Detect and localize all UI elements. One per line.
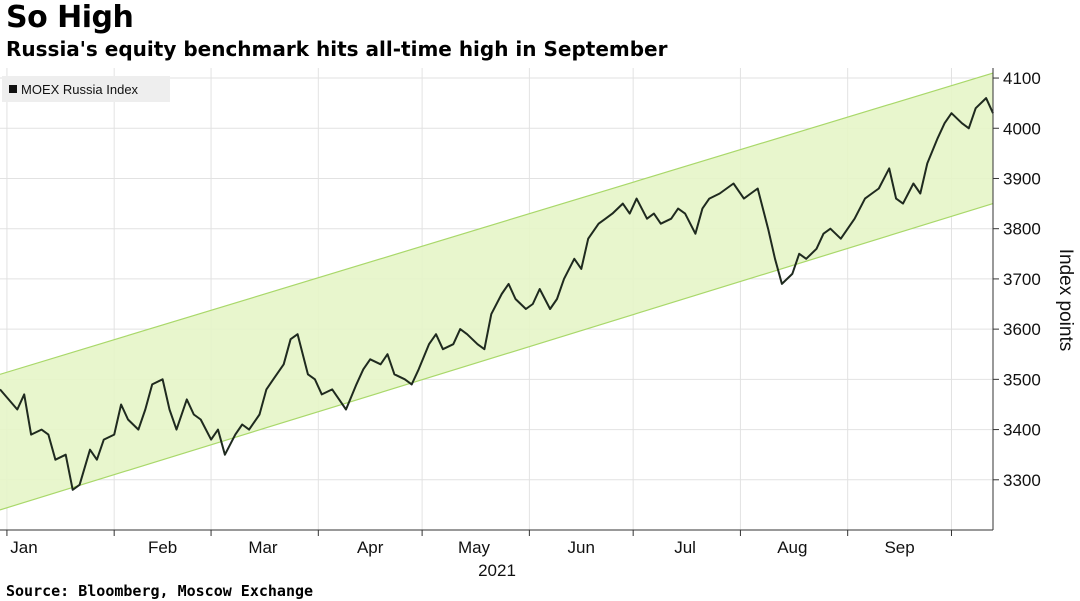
series-layer (0, 97, 994, 491)
y-tick-label: 3800 (1003, 220, 1041, 239)
x-tick-label: Mar (248, 538, 278, 557)
x-tick-label: Aug (777, 538, 807, 557)
legend: MOEX Russia Index (2, 76, 170, 102)
y-tick-label: 3500 (1003, 370, 1041, 389)
channel-upper-edge (0, 72, 994, 375)
series-line-moex (0, 97, 994, 491)
y-axis-title: Index points (1055, 249, 1076, 351)
legend-swatch (9, 85, 17, 93)
y-tick-label: 3700 (1003, 270, 1041, 289)
x-axis-year-label: 2021 (478, 561, 516, 580)
y-tick-label: 4000 (1003, 119, 1041, 138)
chart-subtitle: Russia's equity benchmark hits all-time … (6, 37, 668, 61)
x-tick-label: Jan (10, 538, 37, 557)
x-tick-label: Sep (884, 538, 914, 557)
legend-background (2, 76, 170, 102)
chart-title: So High (6, 0, 134, 35)
y-tick-label: 3400 (1003, 421, 1041, 440)
channel-band (0, 73, 993, 510)
y-tick-label: 3900 (1003, 169, 1041, 188)
y-tick-label: 3600 (1003, 320, 1041, 339)
axes: 3300 3400 3500 3600 3700 3800 3900 4000 4100 Jan F… (0, 68, 1076, 580)
x-tick-label: Jun (568, 538, 595, 557)
y-tick-label: 3300 (1003, 471, 1041, 490)
y-tick-label: 4100 (1003, 69, 1041, 88)
trend-channel (0, 72, 994, 511)
x-tick-label: Apr (357, 538, 384, 557)
x-tick-label: Jul (674, 538, 696, 557)
channel-lower-edge (0, 203, 994, 511)
x-tick-label: May (458, 538, 491, 557)
legend-label: MOEX Russia Index (21, 82, 139, 97)
x-tick-label: Feb (148, 538, 177, 557)
source-note: Source: Bloomberg, Moscow Exchange (6, 582, 314, 600)
